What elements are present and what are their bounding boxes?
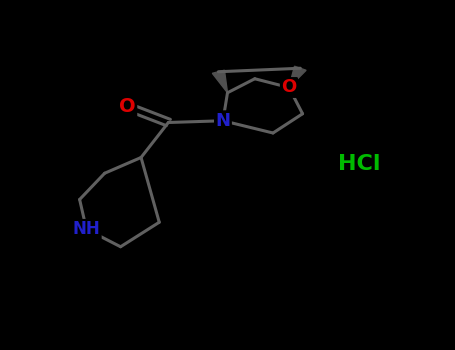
Text: O: O <box>281 78 297 97</box>
Text: O: O <box>119 97 136 116</box>
Polygon shape <box>289 66 306 88</box>
Text: NH: NH <box>73 220 100 238</box>
Text: HCl: HCl <box>338 154 381 175</box>
Text: N: N <box>216 112 230 130</box>
Polygon shape <box>212 70 228 93</box>
